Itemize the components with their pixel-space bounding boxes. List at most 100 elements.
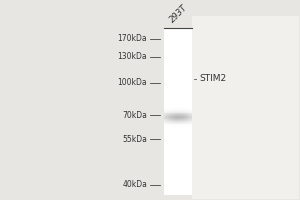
Bar [171, 111, 172, 112]
Bar [169, 193, 170, 194]
Bar [175, 64, 176, 65]
Bar [174, 82, 175, 83]
Bar [172, 181, 173, 182]
Bar [167, 176, 168, 177]
Bar [180, 63, 181, 64]
Bar [171, 178, 172, 179]
Bar [187, 113, 188, 114]
Bar [169, 77, 170, 78]
Bar [178, 168, 179, 169]
Bar [167, 87, 168, 88]
Bar [184, 97, 185, 98]
Bar [187, 77, 188, 78]
Bar [188, 109, 189, 110]
Bar [180, 91, 181, 92]
Bar [165, 39, 166, 40]
Bar [168, 137, 169, 138]
Bar [171, 104, 172, 105]
Bar [189, 105, 190, 106]
Bar [174, 107, 175, 108]
Bar [181, 31, 182, 32]
Bar [179, 128, 180, 129]
Bar [182, 45, 183, 46]
Bar [178, 145, 179, 146]
Bar [169, 108, 170, 109]
Bar [188, 80, 189, 81]
Bar [167, 69, 168, 70]
Bar [168, 32, 169, 33]
Bar [187, 141, 188, 142]
Bar [172, 136, 173, 137]
Bar [190, 189, 191, 190]
Bar [164, 59, 165, 60]
Bar [164, 88, 165, 89]
Bar [184, 114, 185, 115]
Bar [187, 44, 188, 45]
Bar [180, 105, 181, 106]
Bar [178, 84, 179, 85]
Bar [180, 170, 181, 171]
Bar [183, 152, 184, 153]
Bar [170, 173, 171, 174]
Bar [186, 73, 187, 74]
Bar [168, 110, 169, 111]
Bar [171, 150, 172, 151]
Bar [188, 168, 189, 169]
Bar [171, 47, 172, 48]
Bar [183, 111, 184, 112]
Bar [181, 38, 182, 39]
Bar [173, 42, 174, 43]
Bar [180, 57, 181, 58]
Bar [172, 38, 173, 39]
Bar [179, 144, 180, 145]
Bar [191, 36, 192, 37]
Bar [174, 43, 175, 44]
Bar [179, 54, 180, 55]
Bar [185, 137, 186, 138]
Bar [170, 158, 171, 159]
Bar [186, 69, 187, 70]
Bar [179, 138, 180, 139]
Bar [177, 100, 178, 101]
Bar [180, 173, 181, 174]
Bar [178, 52, 179, 53]
Bar [190, 60, 191, 61]
Bar [172, 145, 173, 146]
Bar [179, 103, 180, 104]
Bar [172, 170, 173, 171]
Bar [184, 85, 185, 86]
Bar [174, 65, 175, 66]
Bar [185, 118, 186, 119]
Bar [184, 97, 185, 98]
Bar [180, 147, 181, 148]
Bar [179, 143, 180, 144]
Bar [189, 97, 190, 98]
Bar [185, 106, 186, 107]
Bar [191, 51, 192, 52]
Bar [175, 53, 176, 54]
Bar [187, 190, 188, 191]
Bar [173, 158, 174, 159]
Bar [179, 118, 180, 119]
Bar [180, 131, 181, 132]
Bar [191, 117, 192, 118]
Bar [165, 108, 166, 109]
Bar [174, 192, 175, 193]
Bar [164, 31, 165, 32]
Bar [165, 153, 166, 154]
Bar [164, 38, 165, 39]
Bar [179, 54, 180, 55]
Bar [183, 58, 184, 59]
Bar [165, 189, 166, 190]
Bar [176, 142, 177, 143]
Bar [180, 166, 181, 167]
Bar [170, 50, 171, 51]
Bar [165, 180, 166, 181]
Bar [184, 163, 185, 164]
Bar [165, 73, 166, 74]
Bar [167, 127, 168, 128]
Bar [164, 172, 165, 173]
Bar [171, 192, 172, 193]
Bar [189, 134, 190, 135]
Bar [172, 52, 173, 53]
